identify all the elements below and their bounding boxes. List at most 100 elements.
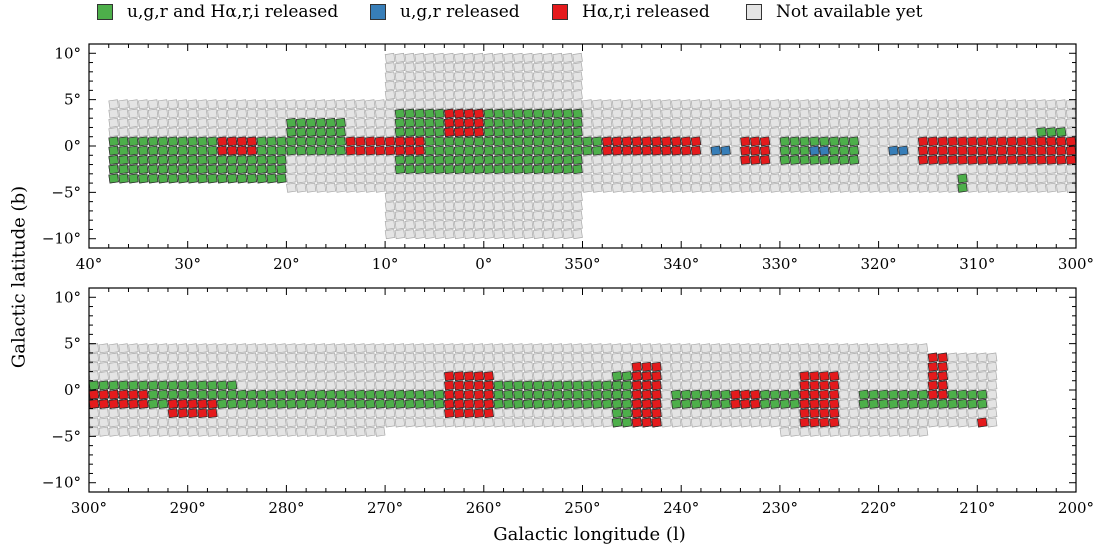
tile-grey (582, 117, 593, 128)
tile-grey (98, 408, 110, 419)
tile-grey (967, 164, 978, 175)
tile-grey (483, 361, 494, 372)
tile-grey (996, 164, 1008, 175)
tile-green (177, 154, 189, 165)
tile-grey (532, 408, 544, 419)
tile-grey (828, 173, 840, 184)
tile-red (404, 136, 416, 147)
tile-grey (503, 343, 514, 354)
tile-grey (157, 371, 169, 382)
tile-green (522, 389, 534, 400)
tile-grey (799, 361, 810, 372)
tile-grey (907, 361, 919, 372)
tile-grey (661, 117, 672, 128)
tile-green (562, 164, 573, 175)
tile-grey (493, 361, 504, 372)
tile-grey (552, 417, 564, 428)
tile-grey (582, 352, 593, 363)
tile-grey (957, 371, 968, 382)
tile-grey (256, 117, 267, 128)
tile-grey (720, 371, 731, 382)
tile-green (680, 389, 692, 400)
tile-grey (631, 173, 643, 184)
tile-green (207, 173, 218, 184)
tile-grey (769, 417, 781, 428)
tile-grey (720, 154, 731, 165)
tile-red (631, 389, 643, 400)
tile-green (335, 145, 346, 156)
tile-grey (641, 117, 652, 128)
tile-green (789, 145, 800, 156)
tile-green (394, 398, 406, 409)
y-tick-label: −10° (42, 230, 81, 248)
tile-grey (414, 99, 425, 110)
tile-grey (799, 99, 810, 110)
tile-grey (661, 154, 672, 165)
tile-green (374, 398, 386, 409)
tile-grey (276, 127, 287, 138)
tile-green (335, 136, 346, 147)
tile-red (601, 145, 613, 156)
tile-grey (947, 352, 958, 363)
tile-grey (128, 361, 139, 372)
tile-green (414, 108, 425, 119)
tile-grey (700, 164, 712, 175)
tile-green (305, 398, 317, 409)
tile-red (759, 145, 771, 156)
tile-grey (542, 99, 554, 110)
tile-grey (927, 408, 939, 419)
tile-grey (453, 71, 465, 82)
tile-grey (730, 164, 741, 175)
tile-green (572, 380, 583, 391)
tile-grey (631, 99, 643, 110)
tile-grey (424, 371, 435, 382)
tile-grey (582, 417, 593, 428)
tile-grey (740, 417, 751, 428)
tile-grey (532, 229, 544, 240)
tile-grey (888, 136, 899, 147)
tile-grey (513, 229, 524, 240)
tile-green (819, 136, 830, 147)
tile-grey (572, 71, 583, 82)
tile-grey (404, 408, 416, 419)
tile-red (641, 398, 652, 409)
tile-red (947, 154, 958, 165)
tile-grey (819, 352, 830, 363)
tile-grey (680, 127, 692, 138)
tile-grey (789, 361, 800, 372)
tile-green (315, 145, 327, 156)
tile-grey (710, 352, 721, 363)
tile-grey (967, 108, 978, 119)
tile-grey (917, 108, 929, 119)
tile-red (463, 389, 475, 400)
tile-grey (522, 173, 534, 184)
tile-green (305, 389, 317, 400)
tile-grey (1036, 108, 1047, 119)
tile-grey (246, 343, 258, 354)
tile-grey (730, 99, 741, 110)
tile-grey (700, 127, 712, 138)
tile-grey (414, 380, 425, 391)
tile-grey (769, 136, 781, 147)
tile-grey (266, 426, 277, 437)
tile-grey (552, 201, 564, 212)
tile-green (601, 398, 613, 409)
tile-grey (542, 219, 554, 230)
tile-green (118, 380, 129, 391)
tile-grey (601, 352, 613, 363)
tile-grey (592, 154, 603, 165)
tile-red (641, 136, 652, 147)
tile-grey (167, 352, 179, 363)
x-tick-label: 260° (466, 499, 502, 517)
tile-grey (868, 117, 879, 128)
tile-red (661, 136, 672, 147)
tile-grey (355, 154, 366, 165)
tile-grey (532, 52, 544, 63)
tile-red (937, 136, 949, 147)
tile-green (167, 145, 179, 156)
tile-green (572, 164, 583, 175)
tile-green (552, 136, 564, 147)
tile-grey (335, 380, 346, 391)
tile-grey (937, 182, 949, 193)
tile-grey (562, 173, 573, 184)
